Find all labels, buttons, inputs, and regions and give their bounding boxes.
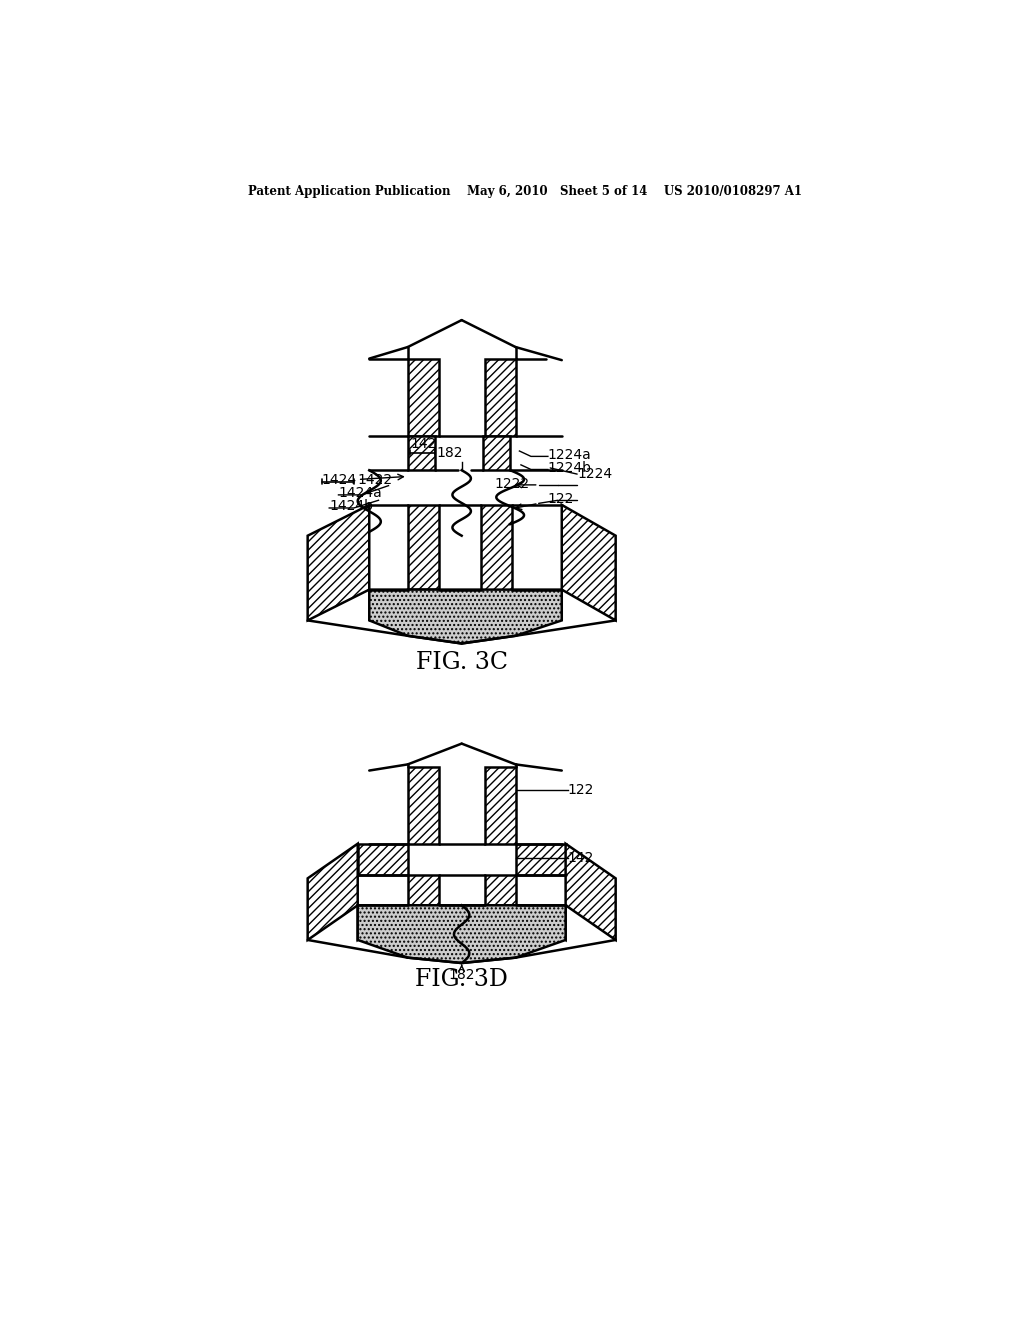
Text: 1424b: 1424b — [330, 499, 373, 513]
Text: 1222: 1222 — [494, 477, 529, 491]
Text: 1224a: 1224a — [548, 447, 592, 462]
Polygon shape — [408, 436, 435, 470]
Polygon shape — [370, 590, 562, 644]
Text: Patent Application Publication    May 6, 2010   Sheet 5 of 14    US 2010/0108297: Patent Application Publication May 6, 20… — [248, 185, 802, 198]
Text: 142: 142 — [568, 850, 594, 865]
Polygon shape — [515, 843, 565, 875]
Polygon shape — [357, 906, 565, 964]
Polygon shape — [408, 875, 438, 906]
Polygon shape — [357, 843, 408, 875]
Text: FIG. 3D: FIG. 3D — [415, 969, 508, 991]
Text: 1224: 1224 — [578, 467, 612, 480]
Text: 182: 182 — [437, 446, 463, 461]
Polygon shape — [483, 436, 510, 470]
Text: 1424: 1424 — [322, 474, 356, 487]
Polygon shape — [484, 359, 515, 436]
Polygon shape — [307, 506, 370, 620]
Polygon shape — [565, 843, 615, 940]
Polygon shape — [481, 590, 512, 620]
Polygon shape — [408, 506, 438, 590]
Polygon shape — [562, 506, 615, 620]
Text: 1224b: 1224b — [548, 461, 592, 475]
Polygon shape — [484, 875, 515, 906]
Text: FIG. 3C: FIG. 3C — [416, 651, 508, 675]
Text: 1424a: 1424a — [339, 486, 382, 500]
Text: 122: 122 — [568, 783, 594, 797]
Polygon shape — [481, 506, 512, 590]
Polygon shape — [438, 590, 481, 620]
Polygon shape — [357, 906, 565, 940]
Text: 142: 142 — [410, 437, 436, 451]
Text: 182: 182 — [449, 969, 475, 982]
Polygon shape — [307, 843, 357, 940]
Polygon shape — [484, 767, 515, 843]
Text: 122: 122 — [548, 492, 574, 506]
Polygon shape — [408, 359, 438, 436]
Polygon shape — [408, 767, 438, 843]
Text: 1422: 1422 — [357, 474, 393, 487]
Polygon shape — [370, 590, 438, 620]
